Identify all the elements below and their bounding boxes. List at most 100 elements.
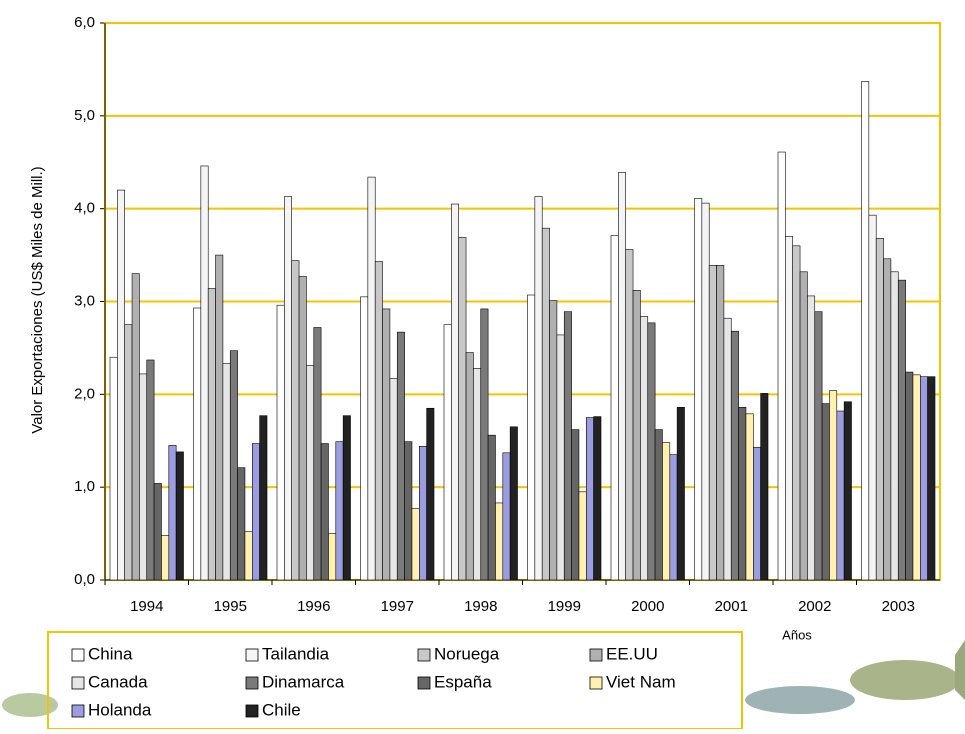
bar xyxy=(814,311,823,581)
bar xyxy=(563,311,572,581)
bar xyxy=(252,443,260,581)
bar xyxy=(632,290,641,581)
y-tick-label: 1,0 xyxy=(74,478,95,495)
bar xyxy=(927,376,936,581)
bar xyxy=(487,434,496,581)
bar xyxy=(799,271,808,581)
bar xyxy=(335,441,344,581)
legend-swatch xyxy=(71,704,85,718)
x-tick-label: 1996 xyxy=(297,598,330,615)
x-tick-label: 1998 xyxy=(464,598,497,615)
bar xyxy=(708,264,717,581)
bar xyxy=(694,198,703,581)
bar xyxy=(836,410,845,581)
legend-label: Holanda xyxy=(88,700,152,719)
bar xyxy=(215,254,224,581)
bar xyxy=(738,407,747,581)
y-axis-label: Valor Exportaciones (US$ Miles de Mill.) xyxy=(29,166,46,433)
y-tick-label: 6,0 xyxy=(74,14,95,31)
bar xyxy=(549,300,558,581)
bar xyxy=(131,273,140,581)
bar xyxy=(411,508,420,581)
bar xyxy=(716,264,725,581)
legend-swatch xyxy=(417,648,431,662)
x-tick-label: 2001 xyxy=(715,598,748,615)
bar xyxy=(168,445,177,581)
bar xyxy=(175,451,184,581)
bar xyxy=(124,324,133,581)
bar xyxy=(792,245,801,581)
legend-label: Viet Nam xyxy=(606,672,676,691)
legend-swatch xyxy=(71,676,85,690)
bar xyxy=(919,376,928,581)
bar xyxy=(161,535,170,581)
bar xyxy=(451,203,460,581)
legend-swatch xyxy=(589,648,603,662)
bar xyxy=(821,403,830,581)
bar xyxy=(723,317,732,581)
bar xyxy=(760,393,769,581)
bar xyxy=(396,331,405,581)
bar xyxy=(291,260,300,581)
bar xyxy=(701,202,710,581)
bar xyxy=(897,279,906,581)
bar xyxy=(153,483,162,581)
bar xyxy=(730,330,739,581)
legend-label: EE.UU xyxy=(606,644,658,663)
bar xyxy=(752,446,761,581)
x-tick-label: 2000 xyxy=(631,598,664,615)
bar xyxy=(426,407,435,581)
bar xyxy=(382,308,391,581)
bar xyxy=(495,502,504,581)
bar xyxy=(389,378,398,581)
bar xyxy=(527,294,536,581)
bar xyxy=(777,151,786,581)
bar xyxy=(502,452,511,581)
legend-label: Dinamarca xyxy=(262,672,345,691)
legend-swatch xyxy=(245,676,259,690)
bar xyxy=(139,373,148,581)
x-tick-label: 2003 xyxy=(882,598,915,615)
bar xyxy=(117,189,125,581)
bar xyxy=(360,296,369,581)
bar xyxy=(534,196,543,581)
bar xyxy=(244,531,253,581)
legend-label: Noruega xyxy=(434,644,500,663)
y-tick-label: 4,0 xyxy=(74,200,95,217)
bar xyxy=(222,363,231,581)
bar xyxy=(640,316,649,581)
bar xyxy=(367,176,376,581)
bar xyxy=(676,407,685,581)
x-tick-label: 1995 xyxy=(214,598,247,615)
bar xyxy=(259,415,268,581)
bar xyxy=(306,365,315,581)
bar xyxy=(745,413,754,581)
bar xyxy=(200,165,209,581)
y-tick-label: 5,0 xyxy=(74,107,95,124)
bar xyxy=(458,237,467,581)
y-tick-label: 3,0 xyxy=(74,292,95,309)
bar xyxy=(193,307,202,581)
bar xyxy=(807,295,816,581)
bar xyxy=(320,443,329,581)
bar xyxy=(480,308,489,581)
bar xyxy=(861,81,870,581)
bar xyxy=(229,350,238,581)
bar xyxy=(541,227,550,581)
bar xyxy=(578,491,587,581)
fish-decoration xyxy=(2,640,965,717)
bar xyxy=(237,467,246,581)
bar xyxy=(829,390,838,581)
bar xyxy=(404,441,413,581)
bar xyxy=(207,288,216,581)
bar xyxy=(593,416,602,581)
bar xyxy=(328,533,337,581)
bar xyxy=(610,235,619,581)
y-tick-label: 2,0 xyxy=(74,385,95,402)
legend-label: China xyxy=(88,644,133,663)
bar xyxy=(890,271,899,581)
bar xyxy=(342,415,351,581)
bar xyxy=(473,368,482,581)
bar xyxy=(875,238,884,581)
x-tick-label: 1994 xyxy=(130,598,163,615)
